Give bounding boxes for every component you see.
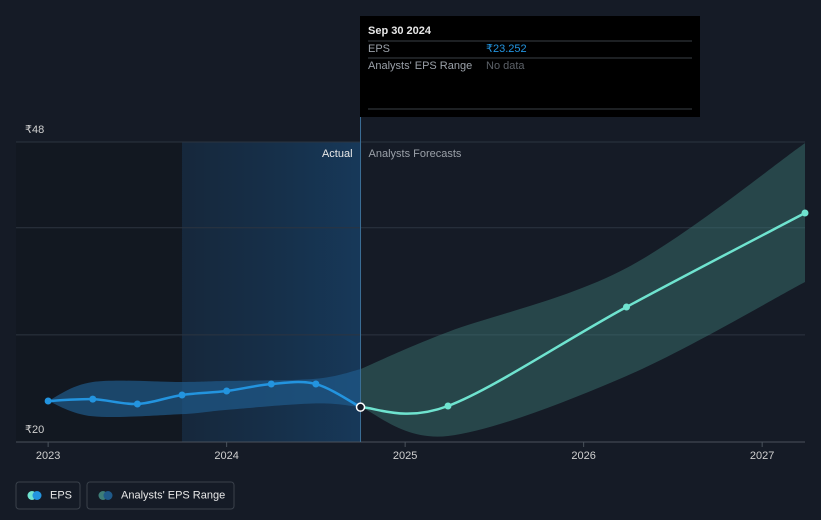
legend-swatch <box>103 491 113 500</box>
x-tick-label: 2026 <box>571 450 595 462</box>
tooltip: Sep 30 2024 EPS ₹23.252 Analysts' EPS Range… <box>360 16 700 117</box>
tooltip-value: No data <box>486 60 525 72</box>
tooltip-box <box>360 16 700 117</box>
eps-point <box>89 395 97 403</box>
eps-point <box>355 402 366 412</box>
eps-point <box>267 380 275 388</box>
tooltip-date: Sep 30 2024 <box>368 25 432 37</box>
eps-point <box>133 400 141 408</box>
eps-point <box>223 387 231 395</box>
eps-line <box>48 380 362 409</box>
x-tick-label: 2024 <box>214 450 238 462</box>
legend-swatch <box>32 491 42 500</box>
legend-box <box>15 481 81 510</box>
y-tick-label: ₹20 <box>25 424 44 436</box>
eps-point <box>178 391 186 399</box>
range-band <box>360 143 805 437</box>
x-tick-label: 2025 <box>393 450 417 462</box>
eps-point <box>444 402 452 410</box>
eps-point <box>44 397 52 405</box>
forecast-label: Analysts Forecasts <box>369 148 462 160</box>
legend-item[interactable]: Analysts' EPS Range <box>86 481 235 510</box>
x-tick-label: 2023 <box>36 450 60 462</box>
legend-box <box>86 481 235 510</box>
eps-line <box>360 211 806 415</box>
tooltip-label: EPS <box>368 43 390 55</box>
legend-label: Analysts' EPS Range <box>121 489 225 501</box>
eps-point <box>622 303 630 311</box>
tooltip-label: Analysts' EPS Range <box>368 60 472 72</box>
x-tick-label: 2027 <box>750 450 774 462</box>
eps-point <box>312 380 320 388</box>
actual-label: Actual <box>322 148 353 160</box>
legend-item[interactable]: EPS <box>15 481 81 510</box>
eps-point <box>801 209 809 217</box>
y-tick-label: ₹48 <box>25 124 44 136</box>
tooltip-value: ₹23.252 <box>486 43 527 55</box>
legend-label: EPS <box>50 489 72 501</box>
